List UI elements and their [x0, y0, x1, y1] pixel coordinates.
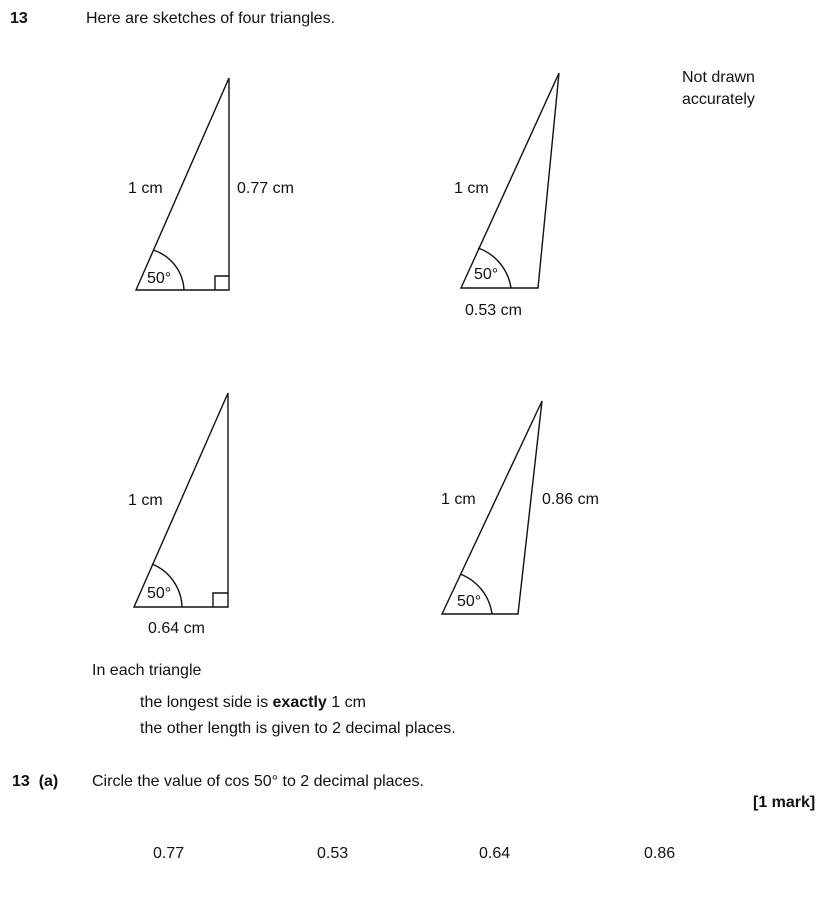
- info-line-1: In each triangle: [92, 662, 202, 679]
- answer-option-1[interactable]: 0.77: [153, 845, 185, 862]
- triangle-4-angle-arc: [459, 573, 493, 615]
- info-line-3: the other length is given to 2 decimal p…: [140, 720, 456, 737]
- triangle-2-hypotenuse-label: 1 cm: [454, 180, 489, 197]
- triangle-2-side-label: 0.53 cm: [465, 302, 522, 319]
- answer-option-4[interactable]: 0.86: [644, 845, 676, 862]
- question-intro: Here are sketches of four triangles.: [86, 10, 336, 27]
- triangle-4-angle-label: 50°: [457, 593, 481, 610]
- part-a-prompt: Circle the value of cos 50° to 2 decimal…: [92, 773, 424, 790]
- question-number: 13: [10, 10, 28, 27]
- triangle-1: [134, 77, 230, 291]
- triangle-3: [132, 392, 229, 608]
- part-a-label: 13 (a): [12, 773, 59, 790]
- triangle-1-right-angle-marker: [214, 275, 229, 290]
- triangle-4-hypotenuse-label: 1 cm: [441, 491, 476, 508]
- answer-option-3[interactable]: 0.64: [479, 845, 511, 862]
- info-line-2-suffix: 1 cm: [326, 694, 366, 711]
- triangle-1-angle-arc: [152, 249, 185, 291]
- triangle-2: [459, 72, 560, 289]
- triangle-2-angle-label: 50°: [474, 266, 498, 283]
- triangle-3-side-label: 0.64 cm: [148, 620, 205, 637]
- triangle-1-side-label: 0.77 cm: [237, 180, 294, 197]
- not-drawn-note-line1: Not drawn: [682, 69, 755, 86]
- info-line-2-emphasis: exactly: [272, 694, 327, 711]
- triangle-4: [440, 400, 543, 615]
- triangle-3-hypotenuse-label: 1 cm: [128, 492, 163, 509]
- triangle-3-angle-arc: [151, 563, 183, 608]
- triangle-1-angle-label: 50°: [147, 270, 171, 287]
- part-a-marks: [1 mark]: [753, 794, 816, 811]
- triangle-3-angle-label: 50°: [147, 585, 171, 602]
- triangles-figure: 1 cm 0.77 cm 50° 1 cm 0.53 cm 50° 1 cm 0…: [128, 72, 599, 637]
- triangle-4-side-label: 0.86 cm: [542, 491, 599, 508]
- triangle-1-hypotenuse-label: 1 cm: [128, 180, 163, 197]
- answer-option-2[interactable]: 0.53: [317, 845, 349, 862]
- info-line-2-prefix: the longest side is: [140, 694, 273, 711]
- triangle-2-angle-arc: [477, 247, 512, 289]
- info-line-2: the longest side is exactly 1 cm: [140, 694, 366, 712]
- triangle-3-right-angle-marker: [212, 592, 228, 607]
- not-drawn-note-line2: accurately: [682, 91, 755, 108]
